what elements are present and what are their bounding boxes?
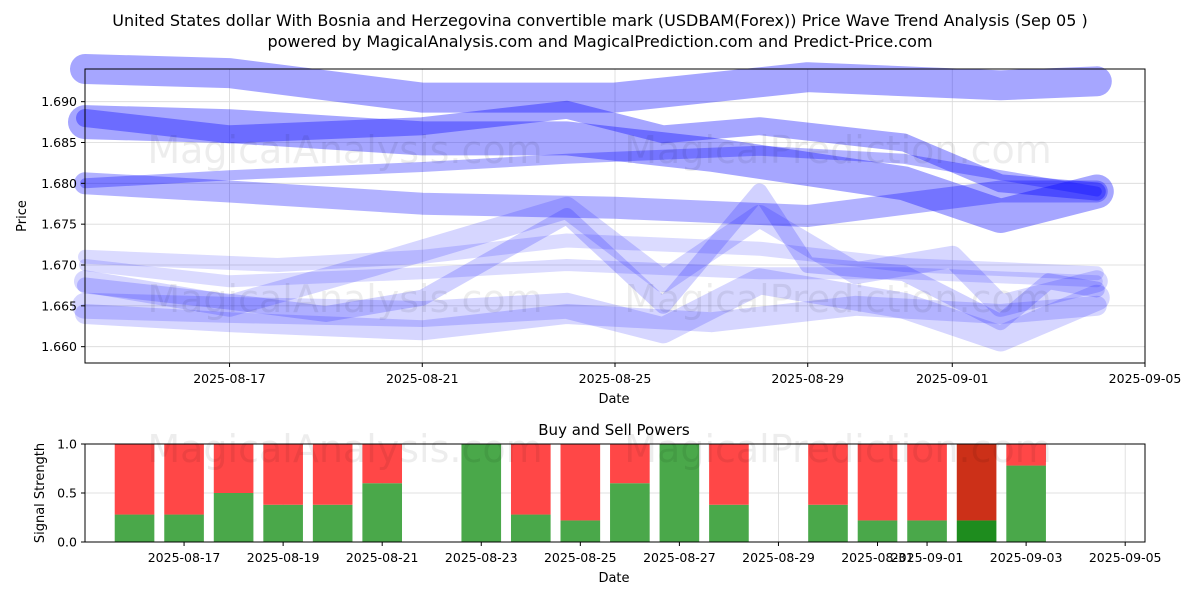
buy-bar xyxy=(461,444,502,542)
sell-bar xyxy=(312,444,353,505)
price-chart-xlabel: Date xyxy=(598,392,629,407)
sell-bar xyxy=(857,444,898,521)
buy-bar xyxy=(956,520,997,542)
buy-bar xyxy=(808,504,848,542)
signal-ytick-label: 0.5 xyxy=(57,486,77,501)
price-ytick-label: 1.675 xyxy=(41,217,77,232)
price-xtick-label: 2025-08-17 xyxy=(193,371,266,386)
buy-bar xyxy=(709,504,749,542)
watermark-prediction-top: MagicalPrediction.com xyxy=(624,128,1052,172)
signal-chart-ylabel: Signal Strength xyxy=(33,443,48,543)
buy-bar xyxy=(857,520,898,542)
signal-xtick-label: 2025-09-03 xyxy=(990,550,1063,565)
price-wave-line-1 xyxy=(68,105,1114,233)
signal-ytick-label: 0.0 xyxy=(57,535,77,550)
buy-bar xyxy=(312,504,353,542)
sell-bar xyxy=(610,444,650,484)
sell-bar xyxy=(808,444,848,505)
price-xtick-label: 2025-09-05 xyxy=(1109,371,1182,386)
sell-bar xyxy=(907,444,947,521)
price-wave-line-8 xyxy=(72,268,1110,352)
sell-bar xyxy=(956,444,997,521)
signal-xtick-label: 2025-08-19 xyxy=(247,550,320,565)
price-chart-ticks: 2025-08-17 2025-08-21 2025-08-25 2025-08-29… xyxy=(41,94,1181,386)
signal-xtick-label: 2025-08-27 xyxy=(643,550,716,565)
price-ytick-label: 1.670 xyxy=(41,258,77,273)
price-xtick-label: 2025-08-29 xyxy=(771,371,844,386)
signal-xtick-label: 2025-09-01 xyxy=(891,550,964,565)
watermark-analysis-top: MagicalAnalysis.com xyxy=(147,128,542,172)
buy-bar xyxy=(1006,465,1046,542)
signal-xtick-label: 2025-08-23 xyxy=(445,550,518,565)
price-ytick-label: 1.690 xyxy=(41,94,77,109)
watermark-prediction-mid: MagicalPrediction.com xyxy=(624,277,1052,321)
sell-bar xyxy=(1006,444,1046,466)
signal-ytick-label: 1.0 xyxy=(57,437,77,452)
signal-xtick-label: 2025-08-25 xyxy=(544,550,617,565)
price-xtick-label: 2025-08-25 xyxy=(579,371,652,386)
watermark-analysis-bottom: MagicalAnalysis.com xyxy=(147,427,542,471)
price-wave-line-10 xyxy=(75,295,1107,341)
signal-xtick-label: 2025-09-05 xyxy=(1089,550,1162,565)
buy-bar xyxy=(560,520,601,542)
sell-bar xyxy=(560,444,601,521)
buy-bar xyxy=(362,483,403,542)
buy-bar xyxy=(659,444,700,542)
buy-bar xyxy=(114,514,155,542)
price-wave-line-4 xyxy=(70,54,1112,113)
price-wave-line-5 xyxy=(74,172,1108,227)
sell-bar xyxy=(263,444,303,505)
signal-xtick-label: 2025-08-29 xyxy=(742,550,815,565)
sell-bar xyxy=(213,444,254,493)
sell-bar xyxy=(164,444,204,515)
price-wave-line-7 xyxy=(74,196,1108,317)
signal-chart-xlabel: Date xyxy=(598,571,629,586)
buy-bar xyxy=(907,520,947,542)
sell-bar xyxy=(510,444,551,515)
price-ytick-label: 1.685 xyxy=(41,135,77,150)
buy-bar xyxy=(510,514,551,542)
signal-xtick-label: 2025-08-17 xyxy=(148,550,221,565)
buy-bar xyxy=(213,493,254,542)
price-chart-ylabel: Price xyxy=(15,200,30,232)
signal-chart-ticks: 2025-08-17 2025-08-19 2025-08-21 2025-08-23… xyxy=(57,437,1161,566)
price-wave-line-6 xyxy=(77,183,1105,331)
figure-title-line2: powered by MagicalAnalysis.com and Magic… xyxy=(267,32,932,51)
signal-xtick-label: 2025-08-21 xyxy=(346,550,419,565)
sell-bar xyxy=(362,444,403,484)
price-ytick-label: 1.660 xyxy=(41,339,77,354)
price-wave-line-2 xyxy=(76,100,1106,201)
buy-bar xyxy=(164,514,204,542)
price-wave-line-3 xyxy=(80,145,1102,197)
signal-bars xyxy=(114,444,1046,542)
sell-bar xyxy=(709,444,749,505)
figure-title-line1: United States dollar With Bosnia and Her… xyxy=(112,11,1088,30)
buy-bar xyxy=(263,504,303,542)
buy-bar xyxy=(610,483,650,542)
sell-bar xyxy=(114,444,155,515)
watermark-analysis-mid: MagicalAnalysis.com xyxy=(147,277,542,321)
price-wave-bands xyxy=(68,54,1114,352)
price-ytick-label: 1.665 xyxy=(41,298,77,313)
price-ytick-label: 1.680 xyxy=(41,176,77,191)
watermark-prediction-bottom: MagicalPrediction.com xyxy=(624,427,1052,471)
price-wave-line-11 xyxy=(79,259,1103,288)
signal-chart-title: Buy and Sell Powers xyxy=(538,421,690,439)
signal-xtick-label: 2025-08-31 xyxy=(841,550,914,565)
price-xtick-label: 2025-09-01 xyxy=(916,371,989,386)
price-wave-line-9 xyxy=(78,233,1104,281)
price-xtick-label: 2025-08-21 xyxy=(386,371,459,386)
